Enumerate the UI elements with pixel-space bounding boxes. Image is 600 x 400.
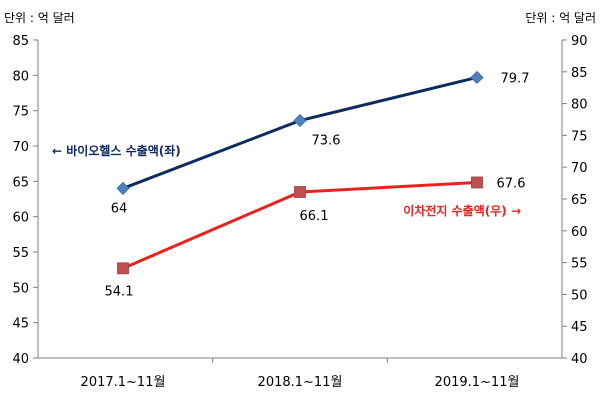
axes: 40 45 50 55 60 65 70 75 80 85 40 45 50 55 60 65 70 75 80 85… — [12, 34, 587, 390]
right-tick-label: 65 — [571, 193, 588, 208]
right-tick-label: 50 — [571, 288, 588, 303]
left-tick-label: 80 — [12, 69, 29, 84]
x-category-label: 2019.1~11월 — [435, 375, 520, 390]
series-annotation: 이차전지 수출액(우) → — [403, 203, 521, 218]
data-label: 79.7 — [501, 71, 530, 86]
right-tick-label: 45 — [571, 320, 588, 335]
diamond-marker — [293, 113, 307, 128]
diamond-marker — [116, 181, 130, 195]
right-tick-label: 40 — [571, 352, 588, 367]
square-marker — [294, 186, 306, 198]
right-tick-label: 80 — [571, 98, 588, 113]
right-tick-label: 55 — [571, 257, 588, 272]
left-tick-label: 60 — [12, 211, 29, 226]
data-label: 66.1 — [300, 209, 329, 224]
square-marker — [471, 176, 483, 189]
left-tick-label: 40 — [12, 352, 29, 367]
right-unit-label: 단위 : 억 달러 — [525, 11, 596, 25]
x-category-label: 2018.1~11월 — [258, 375, 343, 390]
left-tick-label: 70 — [12, 140, 29, 155]
data-label: 67.6 — [497, 176, 526, 191]
series-annotation: ← 바이오헬스 수출액(좌) — [52, 143, 181, 158]
square-marker — [117, 262, 129, 275]
left-tick-label: 50 — [12, 281, 29, 296]
right-tick-label: 75 — [571, 129, 588, 144]
data-label: 54.1 — [105, 284, 134, 299]
left-tick-label: 55 — [12, 246, 29, 261]
right-tick-label: 70 — [571, 161, 588, 176]
diamond-marker — [470, 70, 484, 85]
right-tick-label: 60 — [571, 225, 588, 240]
series-layer — [116, 70, 484, 275]
x-category-label: 2017.1~11월 — [81, 375, 166, 390]
left-tick-label: 85 — [12, 34, 29, 49]
left-tick-label: 65 — [12, 175, 29, 190]
right-tick-label: 90 — [571, 34, 588, 49]
series-line — [122, 75, 478, 190]
left-tick-label: 45 — [12, 317, 29, 332]
data-label: 64 — [111, 201, 128, 216]
labels-layer: 64 73.6 79.7 ← 바이오헬스 수출액(좌) 54.1 66.1 67.6 이차전지… — [52, 71, 529, 299]
left-tick-label: 75 — [12, 105, 29, 120]
data-label: 73.6 — [312, 134, 341, 149]
right-tick-label: 85 — [571, 66, 588, 81]
left-unit-label: 단위 : 억 달러 — [4, 11, 75, 25]
